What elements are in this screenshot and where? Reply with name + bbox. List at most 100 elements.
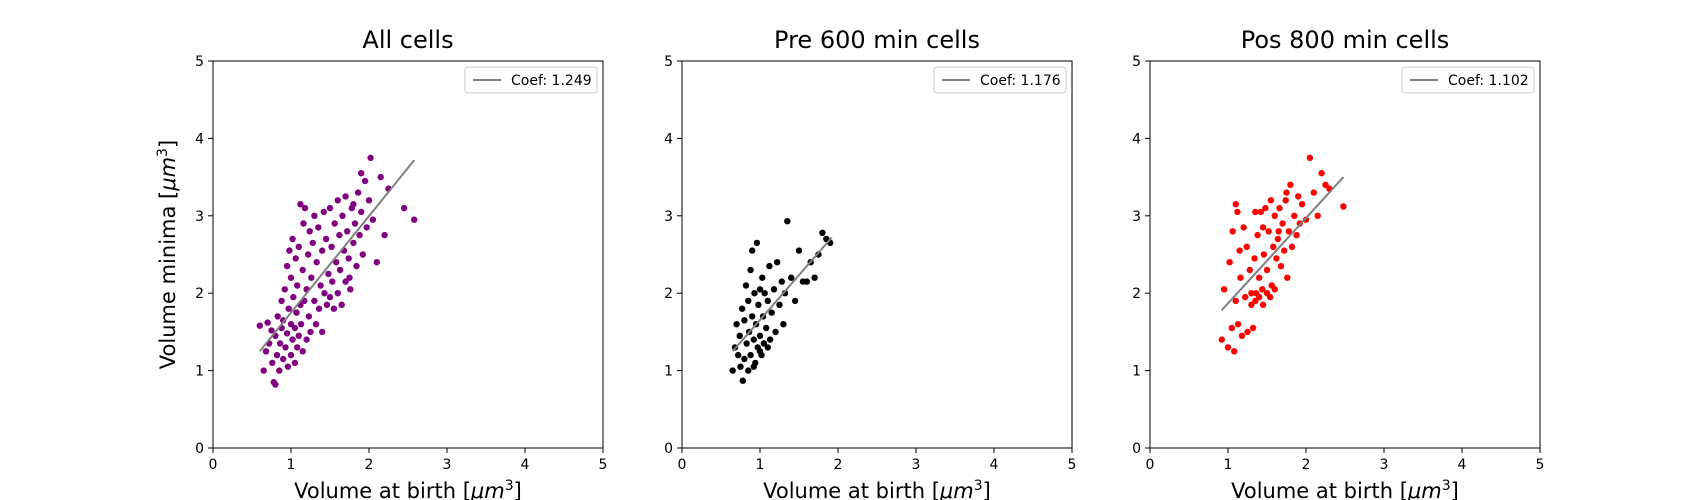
data-point <box>1276 204 1283 212</box>
data-point <box>256 322 263 329</box>
data-point <box>280 355 287 363</box>
data-point <box>1237 274 1244 281</box>
fit-line <box>259 159 416 352</box>
data-point <box>319 247 326 254</box>
data-point <box>289 336 296 343</box>
data-point <box>770 286 778 293</box>
data-point <box>1273 255 1280 262</box>
data-point <box>307 328 314 336</box>
data-point <box>791 297 799 305</box>
data-point <box>1252 208 1259 216</box>
data-point <box>268 327 275 334</box>
data-point <box>1263 266 1271 274</box>
data-point <box>1232 297 1240 305</box>
data-point <box>1242 293 1249 301</box>
data-point <box>317 282 324 289</box>
data-point <box>1220 286 1228 293</box>
data-point <box>1270 243 1277 250</box>
x-tick-label: 3 <box>1380 457 1389 473</box>
data-point <box>1265 228 1272 235</box>
data-point <box>755 301 762 308</box>
data-point <box>1259 286 1266 293</box>
data-point <box>353 262 360 270</box>
data-point <box>345 255 352 262</box>
chart-title: All cells <box>362 26 453 54</box>
x-axis-label-text: Volume at birth [ <box>294 479 471 500</box>
data-point <box>1251 255 1258 262</box>
x-axis-label-unit: μm <box>939 479 974 500</box>
data-point <box>294 282 301 289</box>
axes-frame <box>681 60 1073 449</box>
legend-label: Coef: 1.176 <box>980 73 1061 89</box>
legend-box <box>464 66 598 94</box>
data-point <box>729 367 736 374</box>
data-point <box>308 274 315 281</box>
data-point <box>350 201 357 208</box>
data-point <box>1281 247 1288 254</box>
data-point <box>750 363 757 370</box>
data-point <box>1256 293 1263 301</box>
y-axis-label-text: Volume minima [ <box>156 191 180 369</box>
data-point <box>1322 181 1329 188</box>
data-point <box>1291 212 1298 219</box>
y-axis-label: Volume minima [μm3] <box>155 140 180 369</box>
data-point <box>760 340 768 347</box>
data-point <box>333 259 340 266</box>
data-point <box>287 351 295 359</box>
data-point <box>300 220 307 227</box>
legend-label: Coef: 1.249 <box>511 73 592 89</box>
data-point <box>276 340 284 347</box>
data-point <box>766 262 773 270</box>
data-point <box>811 274 818 281</box>
data-point <box>272 381 279 388</box>
data-point <box>759 274 766 281</box>
data-point <box>1275 228 1282 235</box>
x-tick-label: 0 <box>1146 457 1155 473</box>
y-tick-label: 0 <box>664 441 673 457</box>
y-tick-label: 5 <box>195 54 204 70</box>
data-point <box>1256 274 1263 281</box>
data-point <box>1246 266 1254 274</box>
data-point <box>756 332 764 339</box>
data-point <box>1293 231 1300 239</box>
data-point <box>334 290 341 297</box>
data-point <box>297 321 305 328</box>
data-point <box>329 278 336 285</box>
data-point <box>1267 197 1275 204</box>
axes-frame <box>1149 60 1541 449</box>
data-point <box>315 305 323 312</box>
data-point <box>280 317 287 324</box>
data-point <box>1234 208 1241 216</box>
data-point <box>788 274 795 281</box>
data-point <box>1266 293 1274 301</box>
data-points <box>1218 154 1347 355</box>
x-tick-label: 4 <box>1458 457 1467 473</box>
data-point <box>774 259 781 266</box>
data-point <box>311 212 318 219</box>
data-point <box>295 332 302 339</box>
data-point <box>269 359 276 367</box>
data-point <box>365 197 373 204</box>
data-point <box>306 228 313 235</box>
data-point <box>312 321 320 328</box>
data-point <box>321 290 328 297</box>
data-point <box>347 286 354 293</box>
data-point <box>1248 290 1255 297</box>
legend-label: Coef: 1.102 <box>1448 73 1529 89</box>
chart-title: Pos 800 min cells <box>1241 26 1450 54</box>
data-point <box>1218 336 1226 343</box>
x-tick-label: 1 <box>756 457 765 473</box>
data-point <box>764 344 771 351</box>
data-point <box>359 251 366 258</box>
data-point <box>281 286 288 293</box>
data-point <box>780 321 787 328</box>
data-point <box>328 243 335 250</box>
data-point <box>1284 274 1291 281</box>
data-point <box>753 239 761 247</box>
data-point <box>1271 212 1279 219</box>
y-tick-label: 3 <box>1132 209 1141 225</box>
data-point <box>772 328 779 336</box>
data-point <box>1228 324 1236 332</box>
